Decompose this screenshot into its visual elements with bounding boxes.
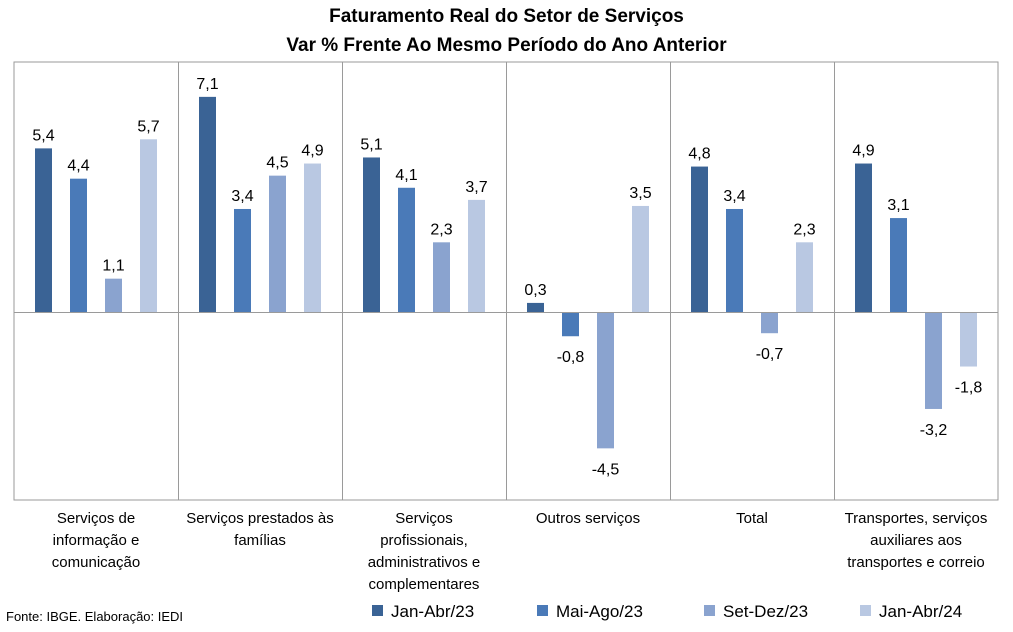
bar-set-dez-23 <box>597 312 614 449</box>
chart-title: Faturamento Real do Setor de Serviços <box>329 6 684 27</box>
category-label: Serviços de informação e comunicação <box>51 510 141 571</box>
bar-jan-abr-23 <box>363 157 380 312</box>
data-label: 4,4 <box>67 158 89 175</box>
bar-set-dez-23 <box>925 312 942 409</box>
bar-jan-abr-24 <box>632 205 649 312</box>
data-label: 5,4 <box>32 127 54 144</box>
legend-swatch <box>372 605 383 616</box>
data-label: 4,8 <box>688 146 710 163</box>
data-label: -0,8 <box>557 349 585 366</box>
bar-jan-abr-23 <box>527 302 544 312</box>
data-label: -1,8 <box>955 380 983 397</box>
category-label: Transportes, serviços auxiliares aos trans… <box>844 510 988 571</box>
bar-jan-abr-24 <box>304 163 321 312</box>
legend-item: Mai-Ago/23 <box>537 602 643 622</box>
bar-jan-abr-24 <box>960 312 977 367</box>
legend-swatch <box>537 605 548 616</box>
legend-item: Set-Dez/23 <box>704 602 808 622</box>
legend-label: Jan-Abr/24 <box>879 602 963 621</box>
legend-label: Set-Dez/23 <box>723 602 809 621</box>
source-note: Fonte: IBGE. Elaboração: IEDI <box>6 609 184 624</box>
bar-mai-ago-23 <box>234 208 251 312</box>
data-label: -3,2 <box>920 422 948 439</box>
bar-set-dez-23 <box>761 312 778 334</box>
bar-jan-abr-23 <box>199 96 216 313</box>
bar-mai-ago-23 <box>890 218 907 312</box>
data-label: 3,4 <box>231 188 253 205</box>
legend-label: Jan-Abr/23 <box>391 602 475 621</box>
data-label: 5,7 <box>137 118 159 135</box>
data-label: 3,5 <box>629 185 651 202</box>
data-label: 4,9 <box>852 143 874 160</box>
data-label: 2,3 <box>793 221 815 238</box>
bar-jan-abr-23 <box>35 148 52 312</box>
data-label: -0,7 <box>756 346 784 363</box>
legend-item: Jan-Abr/23 <box>372 602 474 622</box>
bar-mai-ago-23 <box>726 208 743 312</box>
legend-item: Jan-Abr/24 <box>860 602 962 622</box>
bar-jan-abr-24 <box>796 242 813 312</box>
data-label: 4,5 <box>266 155 288 172</box>
data-label: 0,3 <box>524 282 546 299</box>
data-label: 3,1 <box>887 197 909 214</box>
chart-subtitle: Var % Frente Ao Mesmo Período do Ano Ant… <box>286 35 727 56</box>
legend-swatch <box>860 605 871 616</box>
data-label: 4,1 <box>395 167 417 184</box>
category-label: Total <box>736 510 768 527</box>
bar-set-dez-23 <box>269 175 286 312</box>
bar-mai-ago-23 <box>562 312 579 337</box>
data-label: 1,1 <box>102 258 124 275</box>
bar-set-dez-23 <box>433 242 450 312</box>
bar-mai-ago-23 <box>70 178 87 312</box>
bar-jan-abr-23 <box>855 163 872 312</box>
legend-swatch <box>704 605 715 616</box>
bar-set-dez-23 <box>105 278 122 312</box>
category-label: Serviços prestados às famílias <box>186 510 334 549</box>
data-label: 3,4 <box>723 188 745 205</box>
data-label: 7,1 <box>196 76 218 93</box>
data-label: 5,1 <box>360 136 382 153</box>
bar-jan-abr-24 <box>468 199 485 312</box>
data-label: 3,7 <box>465 179 487 196</box>
legend-label: Mai-Ago/23 <box>556 602 643 621</box>
data-label: 4,9 <box>301 143 323 160</box>
category-label: Outros serviços <box>535 510 641 527</box>
data-label: -4,5 <box>592 461 620 478</box>
bar-jan-abr-24 <box>140 139 157 312</box>
data-label: 2,3 <box>430 221 452 238</box>
bar-jan-abr-23 <box>691 166 708 312</box>
bar-mai-ago-23 <box>398 187 415 312</box>
